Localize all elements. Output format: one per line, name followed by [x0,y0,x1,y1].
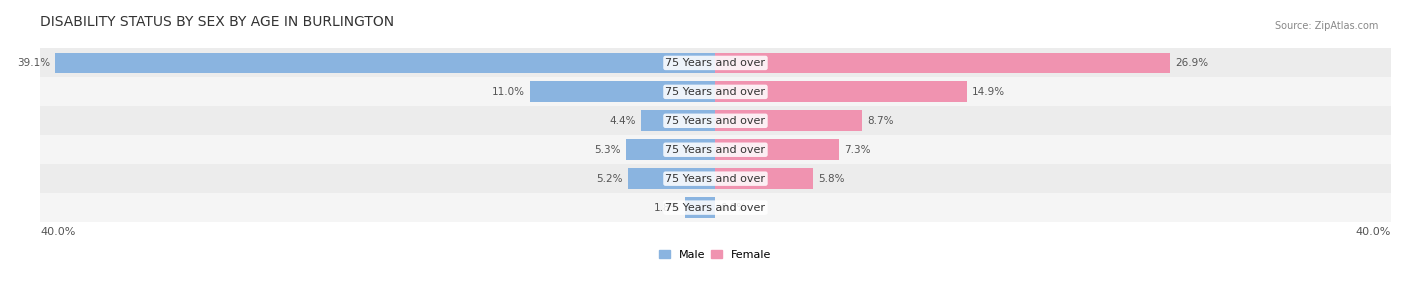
Text: 75 Years and over: 75 Years and over [665,174,765,184]
Text: 75 Years and over: 75 Years and over [665,87,765,97]
Text: Source: ZipAtlas.com: Source: ZipAtlas.com [1274,21,1378,31]
Bar [39,106,1391,135]
Bar [55,53,716,73]
Bar [39,48,1391,78]
Text: 39.1%: 39.1% [17,58,51,68]
Bar [39,78,1391,106]
Text: 8.7%: 8.7% [868,116,894,126]
Text: 1.8%: 1.8% [654,202,681,212]
Bar [716,110,862,131]
Text: DISABILITY STATUS BY SEX BY AGE IN BURLINGTON: DISABILITY STATUS BY SEX BY AGE IN BURLI… [39,15,394,29]
Bar [716,168,814,189]
Bar [716,81,967,102]
Text: 75 Years and over: 75 Years and over [665,116,765,126]
Bar [530,81,716,102]
Bar [39,193,1391,222]
Text: 75 Years and over: 75 Years and over [665,145,765,155]
Text: 26.9%: 26.9% [1175,58,1208,68]
Text: 14.9%: 14.9% [972,87,1005,97]
Text: 5.2%: 5.2% [596,174,623,184]
Bar [626,139,716,160]
Text: 75 Years and over: 75 Years and over [665,58,765,68]
Text: 40.0%: 40.0% [39,227,76,237]
Bar [641,110,716,131]
Text: 4.4%: 4.4% [610,116,636,126]
Text: 0.0%: 0.0% [720,202,747,212]
Text: 7.3%: 7.3% [844,145,870,155]
Bar [39,135,1391,164]
Bar [716,53,1170,73]
Bar [627,168,716,189]
Legend: Male, Female: Male, Female [657,246,775,263]
Bar [39,164,1391,193]
Text: 11.0%: 11.0% [492,87,524,97]
Text: 5.8%: 5.8% [818,174,845,184]
Text: 40.0%: 40.0% [1355,227,1391,237]
Bar [716,139,839,160]
Text: 75 Years and over: 75 Years and over [665,202,765,212]
Bar [685,197,716,218]
Text: 5.3%: 5.3% [595,145,621,155]
